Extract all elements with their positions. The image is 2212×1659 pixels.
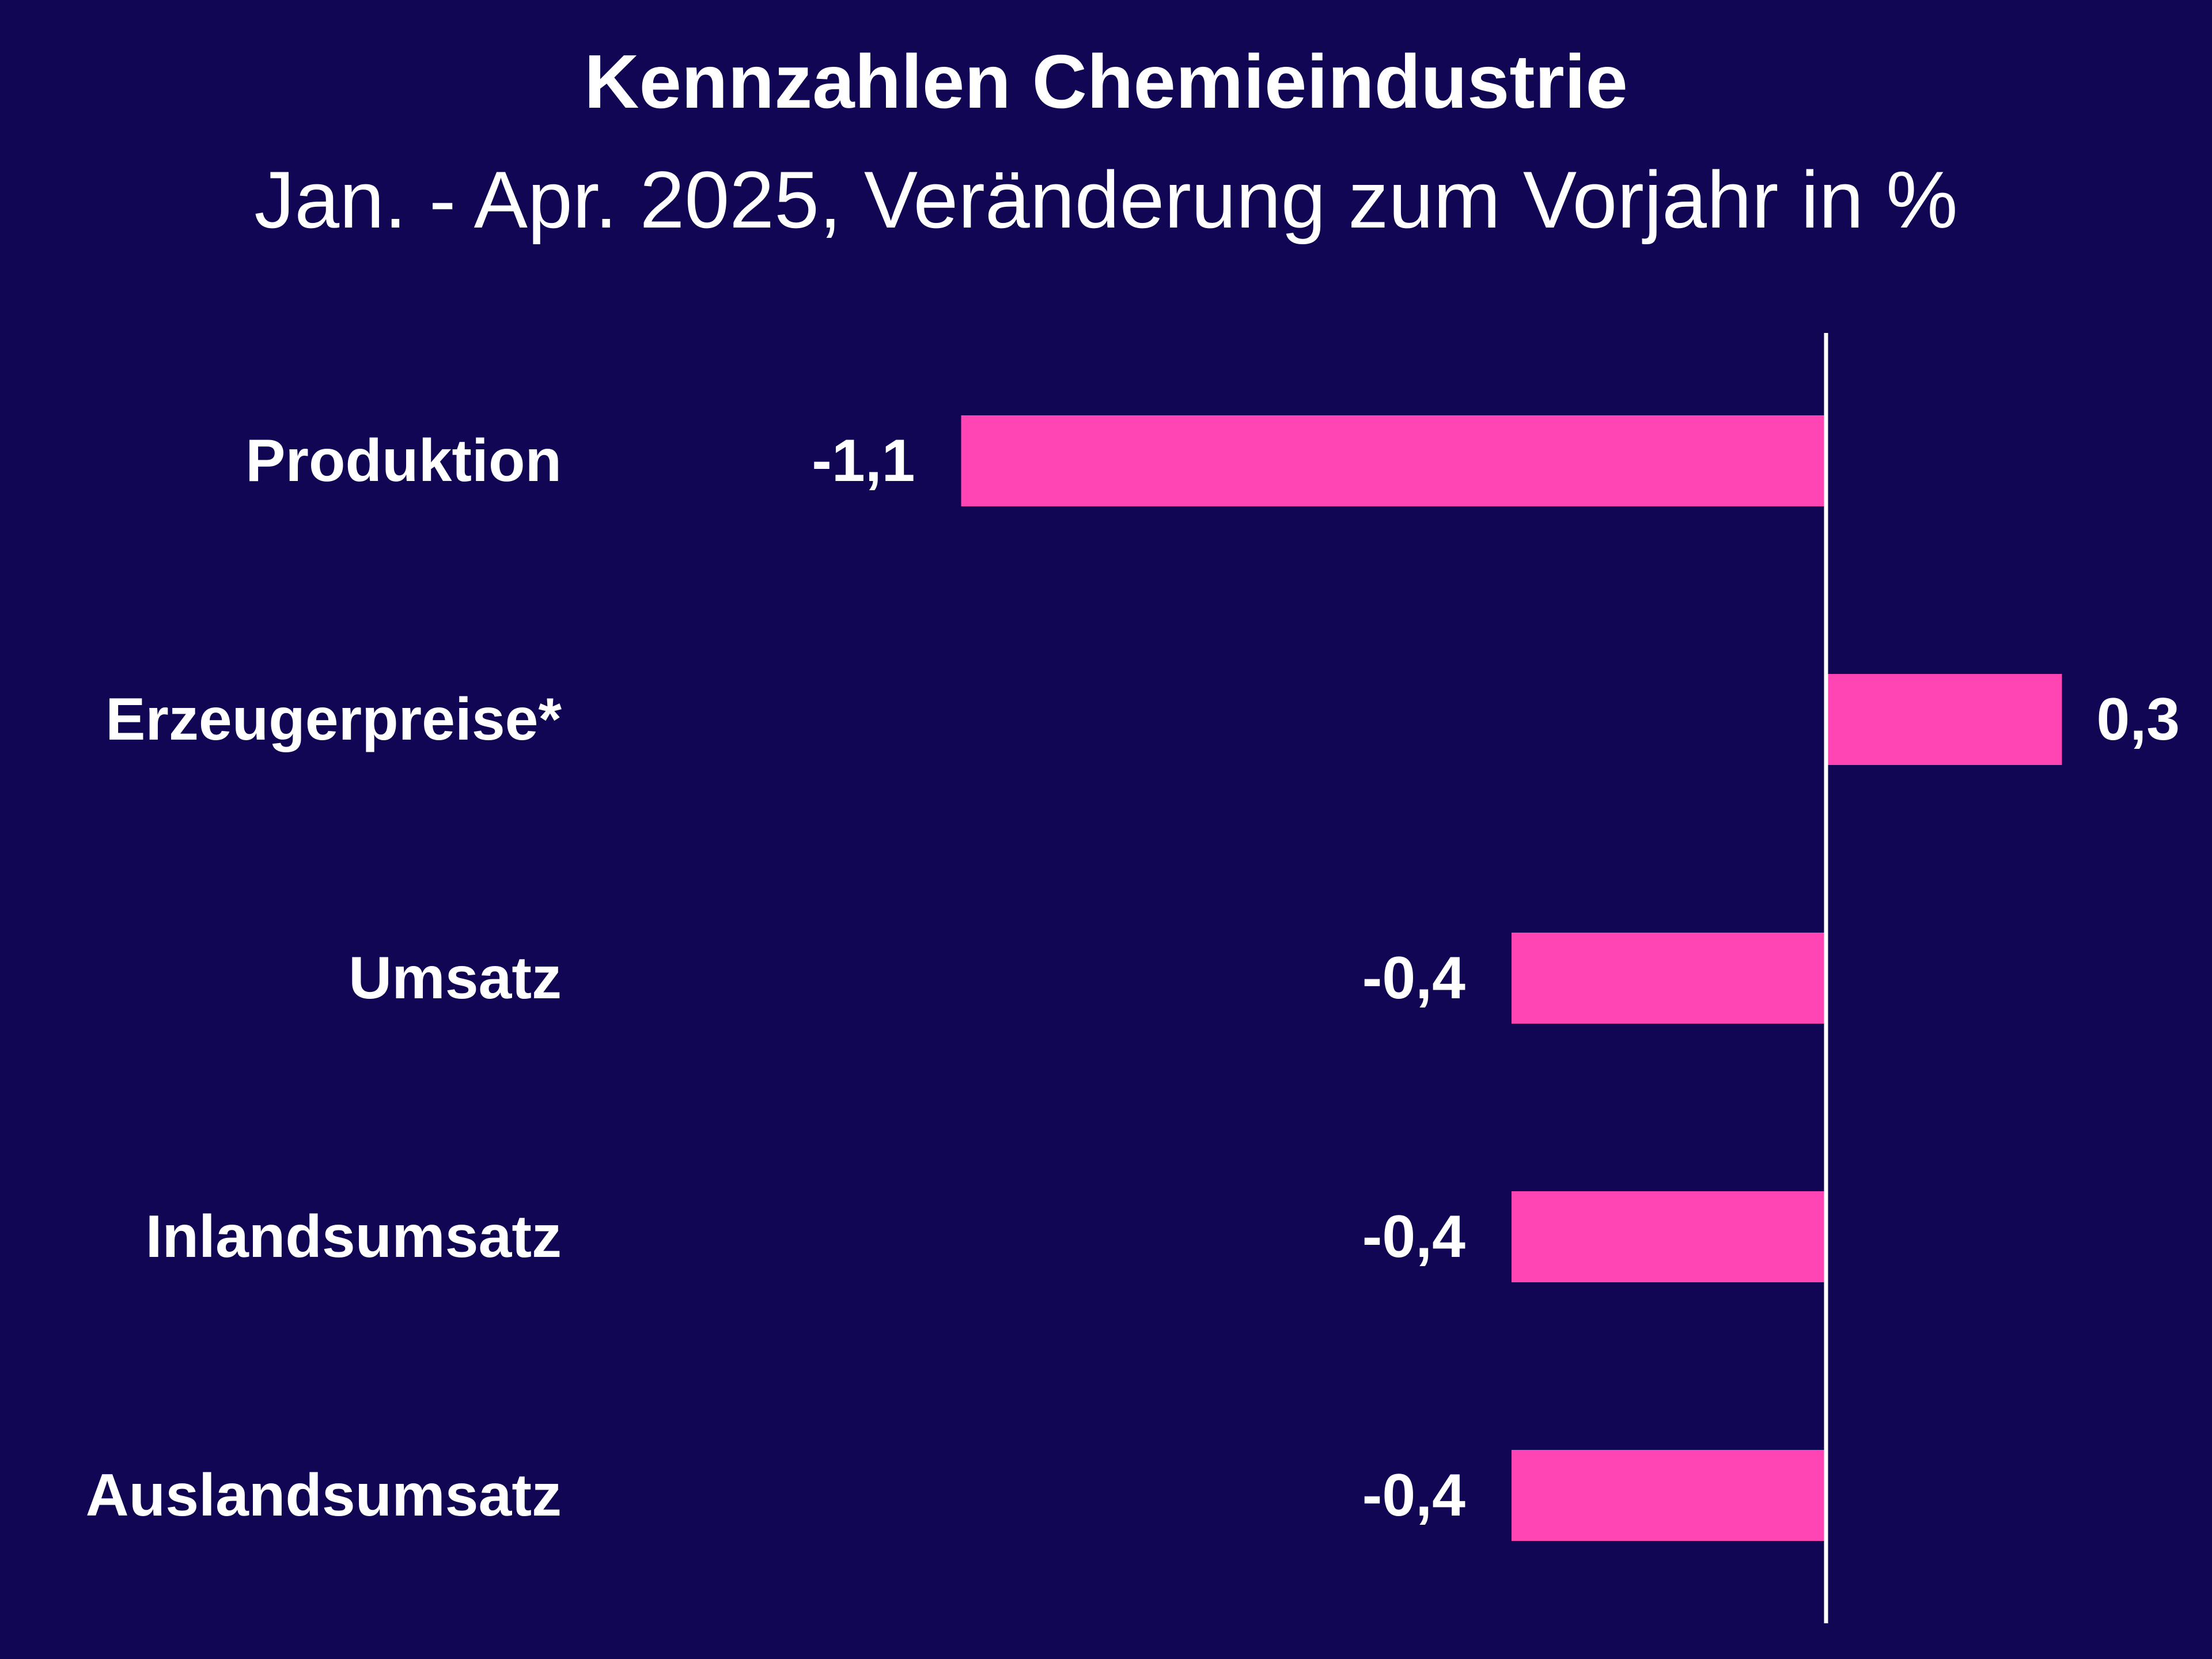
bar-2 xyxy=(1512,933,1826,1024)
bar-4 xyxy=(1512,1450,1826,1541)
category-label: Inlandsumsatz xyxy=(146,1203,562,1270)
value-label: -1,1 xyxy=(812,427,915,494)
value-label: -0,4 xyxy=(1362,1462,1465,1529)
category-label: Umsatz xyxy=(349,945,562,1012)
bar-0 xyxy=(961,415,1826,506)
bar-3 xyxy=(1512,1191,1826,1282)
value-label: -0,4 xyxy=(1362,945,1465,1012)
value-label: -0,4 xyxy=(1362,1203,1465,1270)
bars-group xyxy=(961,415,2062,1541)
bar-1 xyxy=(1826,674,2062,765)
chart-title: Kennzahlen Chemieindustrie xyxy=(584,39,1628,124)
value-label: 0,3 xyxy=(2097,686,2180,753)
category-label: Auslandsumsatz xyxy=(86,1462,562,1529)
chart-subtitle: Jan. - Apr. 2025, Veränderung zum Vorjah… xyxy=(254,154,1958,245)
category-label: Erzeugerpreise* xyxy=(105,686,562,753)
category-label: Produktion xyxy=(245,427,562,494)
labels-group: Produktion -1,1 Erzeugerpreise* 0,3 Umsatz -0… xyxy=(86,427,2180,1529)
